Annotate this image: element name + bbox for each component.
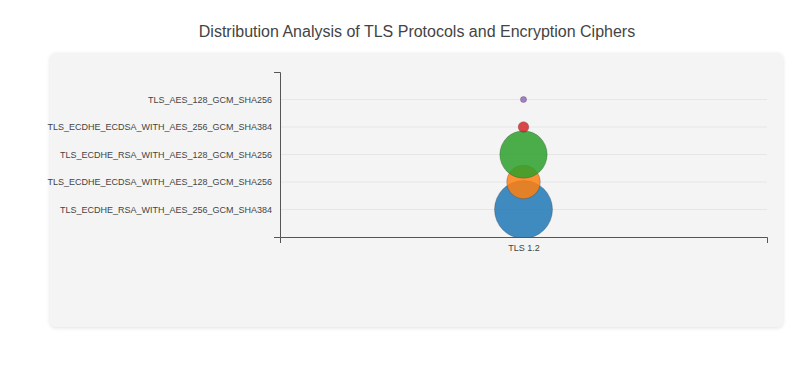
tick: TLS_ECDHE_ECDSA_WITH_AES_128_GCM_SHA256: [47, 177, 280, 187]
tick-label: TLS_ECDHE_ECDSA_WITH_AES_128_GCM_SHA256: [47, 177, 272, 187]
axis-line: [281, 238, 768, 244]
tick: TLS_ECDHE_RSA_WITH_AES_128_GCM_SHA256: [60, 150, 280, 160]
title: Distribution Analysis of TLS Protocols a…: [199, 23, 635, 40]
bubble[interactable]: [518, 122, 529, 133]
tick-label: TLS 1.2: [508, 243, 540, 253]
tick-label: TLS_ECDHE_RSA_WITH_AES_128_GCM_SHA256: [60, 150, 272, 160]
bubbles: [495, 96, 553, 237]
bubble[interactable]: [520, 96, 526, 102]
tick: TLS 1.2: [508, 237, 540, 253]
tick: TLS_AES_128_GCM_SHA256: [148, 95, 280, 105]
tick: TLS_ECDHE_ECDSA_WITH_AES_256_GCM_SHA384: [47, 122, 280, 132]
x-axis: TLS 1.2: [281, 237, 768, 253]
grid: [280, 100, 767, 210]
y-axis: TLS_ECDHE_RSA_WITH_AES_256_GCM_SHA384 TLS…: [47, 73, 280, 238]
tick: TLS_ECDHE_RSA_WITH_AES_256_GCM_SHA384: [60, 205, 280, 215]
bubble[interactable]: [500, 131, 547, 178]
tick-label: TLS_AES_128_GCM_SHA256: [148, 95, 272, 105]
axis-line: [274, 73, 281, 238]
tick-label: TLS_ECDHE_RSA_WITH_AES_256_GCM_SHA384: [60, 205, 272, 215]
tick-label: TLS_ECDHE_ECDSA_WITH_AES_256_GCM_SHA384: [47, 122, 272, 132]
chart: Distribution Analysis of TLS Protocols a…: [0, 0, 800, 365]
